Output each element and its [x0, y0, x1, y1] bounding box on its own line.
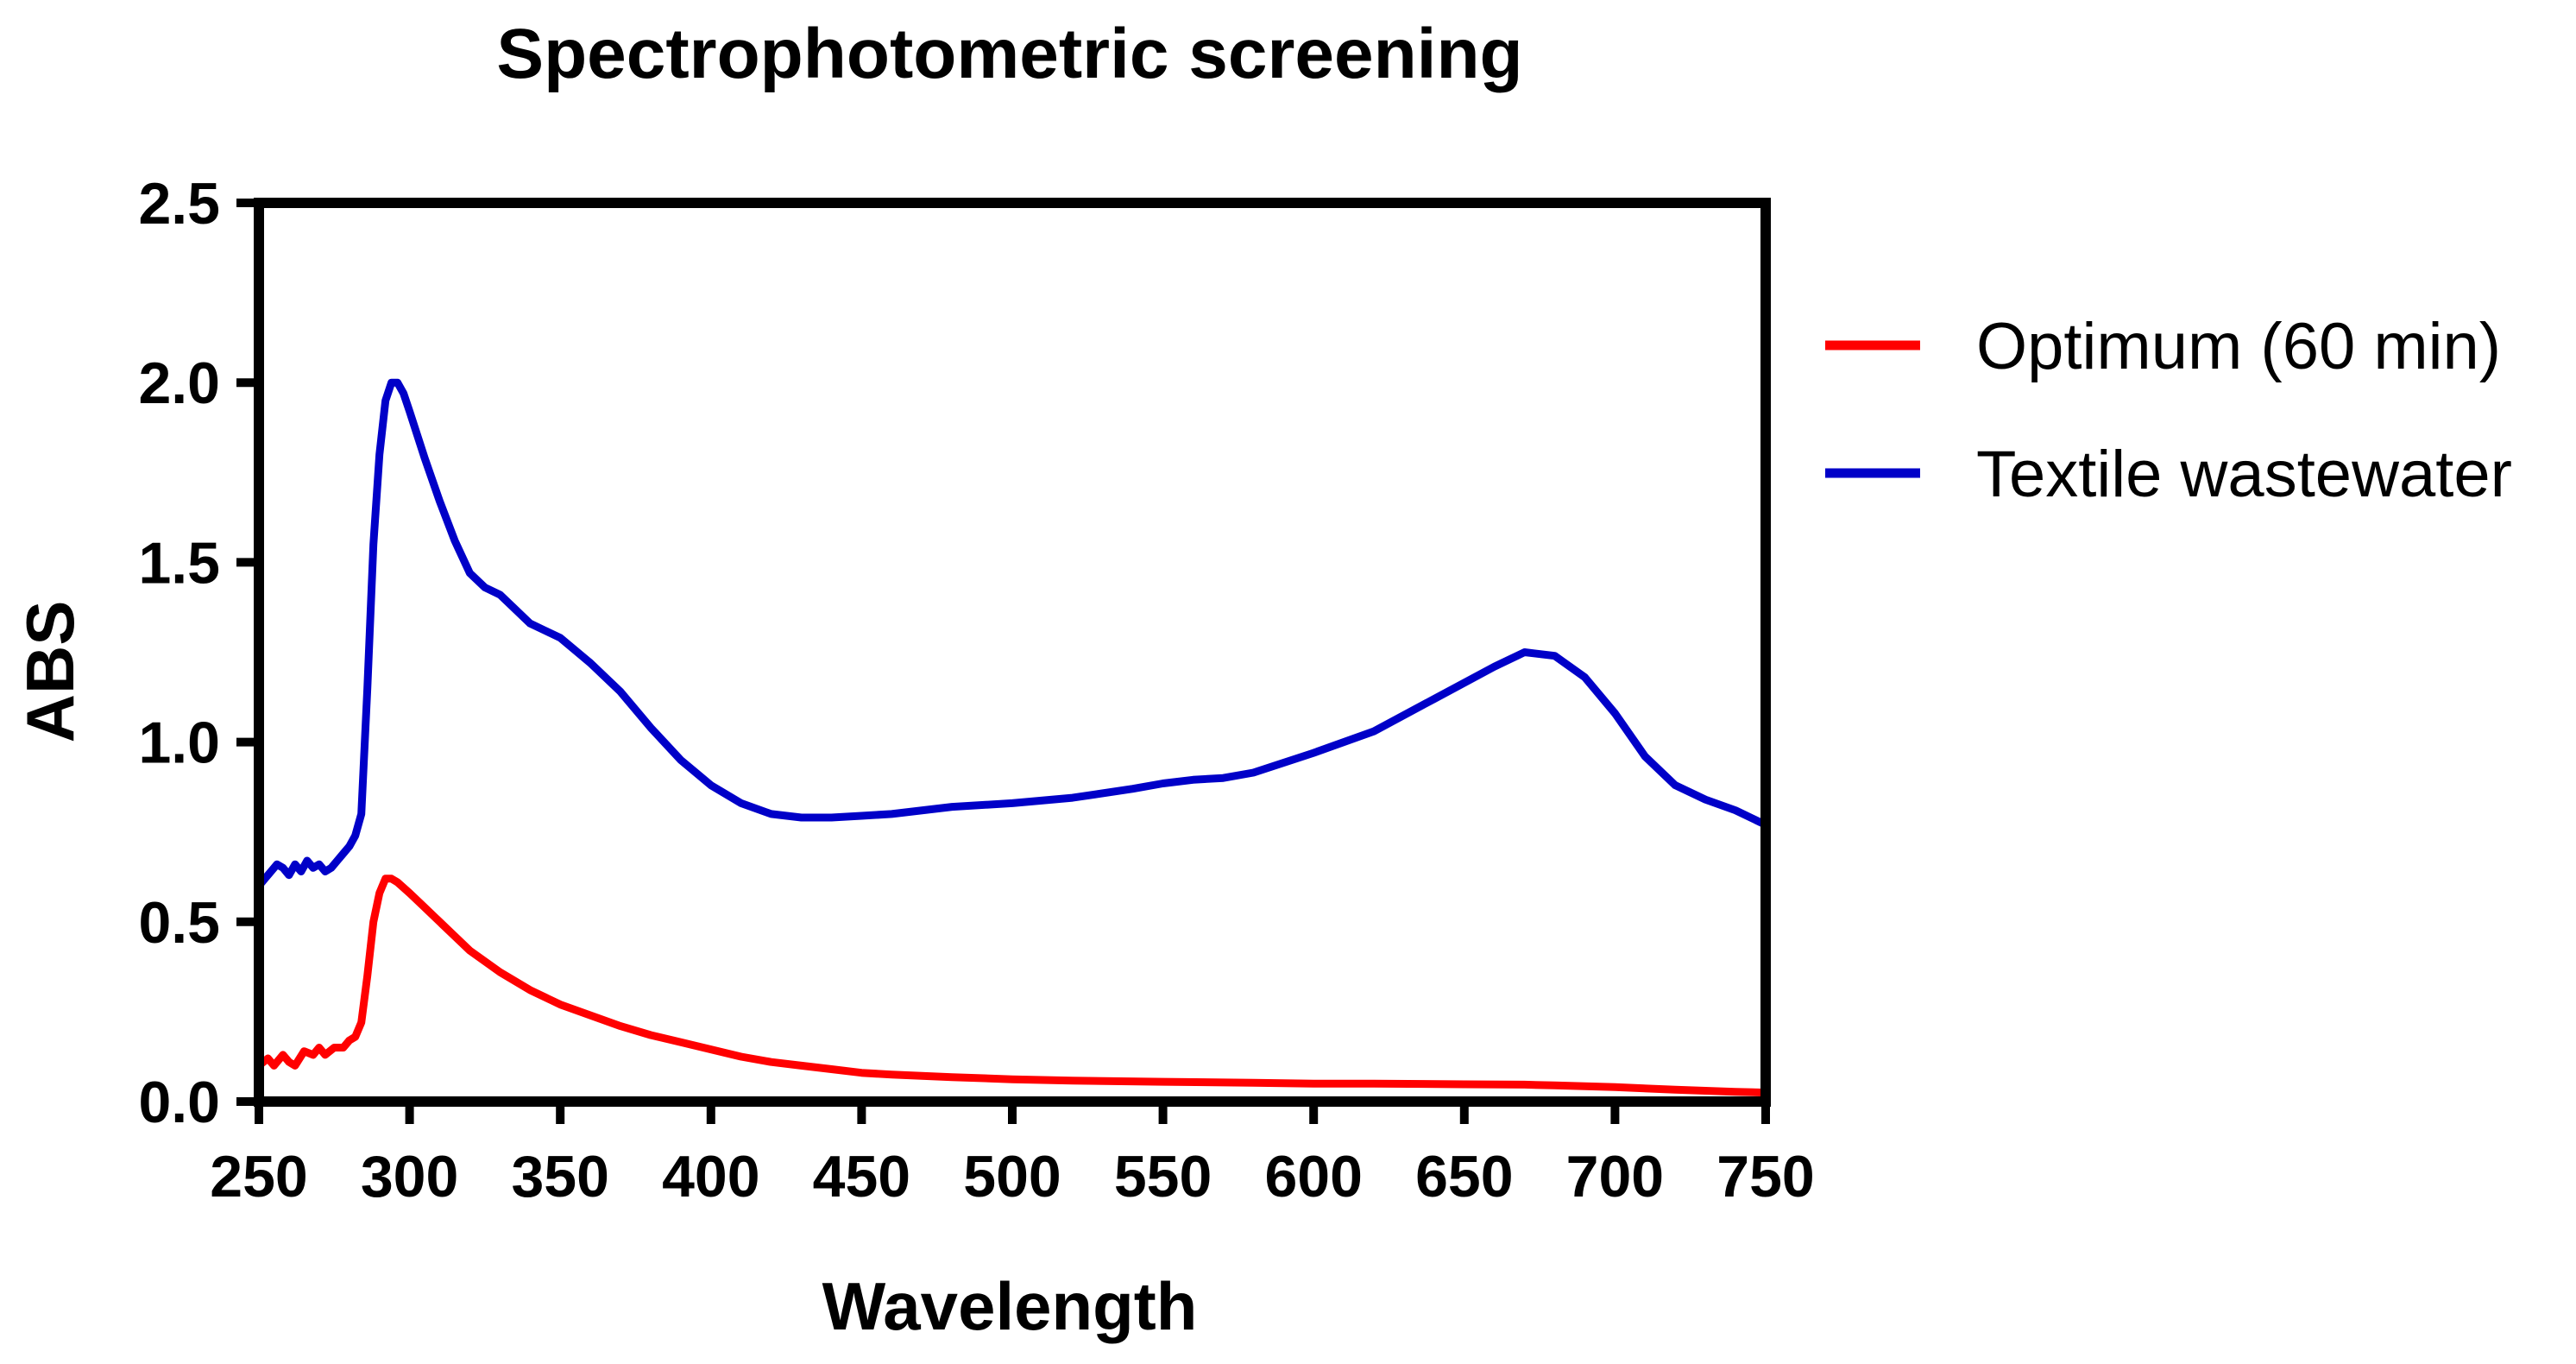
series-line-optimum-60-min — [255, 875, 1770, 1097]
y-tick-label: 1.0 — [138, 710, 220, 776]
x-tick-label: 600 — [1264, 1144, 1362, 1209]
x-tick-label: 500 — [963, 1144, 1061, 1209]
x-tick-label: 700 — [1566, 1144, 1664, 1209]
x-tick-label: 250 — [210, 1144, 307, 1209]
x-tick-label: 450 — [813, 1144, 910, 1209]
x-tick-label: 750 — [1716, 1144, 1814, 1209]
y-tick-label: 0.5 — [138, 890, 220, 956]
series-group — [255, 378, 1770, 1097]
y-tick-label: 2.5 — [138, 171, 220, 237]
plot-frame — [254, 198, 1771, 1107]
y-tick-label: 0.0 — [138, 1070, 220, 1135]
x-axis-label: Wavelength — [822, 1268, 1198, 1344]
chart-title: Spectrophotometric screening — [496, 15, 1522, 93]
ticks-group: 250 300 350 400 450 500 550 600 650 700 750 0.0 0.5 1… — [138, 171, 1814, 1209]
x-tick-label: 550 — [1114, 1144, 1212, 1209]
x-tick-label: 300 — [361, 1144, 458, 1209]
legend-label-optimum: Optimum (60 min) — [1976, 310, 2501, 383]
x-tick-label: 350 — [511, 1144, 608, 1209]
legend-label-textile-wastewater: Textile wastewater — [1976, 438, 2512, 511]
legend: Optimum (60 min) Textile wastewater — [1825, 310, 2512, 511]
x-tick-label: 650 — [1415, 1144, 1513, 1209]
y-tick-label: 1.5 — [138, 530, 220, 596]
series-line-textile-wastewater — [255, 378, 1770, 890]
x-tick-label: 400 — [662, 1144, 759, 1209]
y-tick-label: 2.0 — [138, 350, 220, 416]
y-axis-label: ABS — [12, 601, 88, 743]
